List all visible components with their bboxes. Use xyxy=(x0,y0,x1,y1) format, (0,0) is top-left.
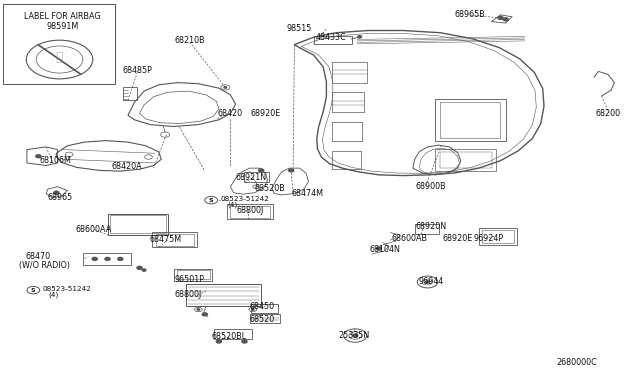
Bar xyxy=(3,4,115,84)
Text: 68600AA: 68600AA xyxy=(76,225,112,234)
Text: 68965: 68965 xyxy=(48,193,73,202)
Circle shape xyxy=(202,313,207,316)
Circle shape xyxy=(137,266,142,269)
Text: 68800J: 68800J xyxy=(174,290,202,299)
Text: (W/O RADIO): (W/O RADIO) xyxy=(19,261,70,270)
Circle shape xyxy=(259,169,264,172)
Bar xyxy=(332,92,364,112)
Text: 98591M: 98591M xyxy=(47,22,79,31)
Bar xyxy=(110,215,166,233)
Text: 68475M: 68475M xyxy=(149,235,181,244)
Text: S: S xyxy=(31,288,36,293)
Text: 68965B: 68965B xyxy=(454,10,485,19)
Bar xyxy=(83,253,131,265)
Bar xyxy=(440,102,500,138)
Bar xyxy=(108,214,168,235)
Bar xyxy=(332,122,362,141)
Text: 68104N: 68104N xyxy=(370,245,401,254)
Text: 68520B: 68520B xyxy=(255,185,285,193)
Text: 68921N: 68921N xyxy=(236,173,267,182)
Circle shape xyxy=(118,257,123,260)
Text: 68520: 68520 xyxy=(250,315,275,324)
Bar xyxy=(230,206,270,218)
Text: 68200: 68200 xyxy=(595,109,620,118)
Text: 68485P: 68485P xyxy=(123,66,153,75)
Circle shape xyxy=(242,340,247,343)
Text: 68106M: 68106M xyxy=(40,156,72,165)
Circle shape xyxy=(36,155,41,158)
Bar xyxy=(250,314,280,323)
Bar xyxy=(227,204,273,219)
Text: 68920E: 68920E xyxy=(443,234,473,243)
Bar xyxy=(123,87,137,100)
Text: LABEL FOR AIRBAG: LABEL FOR AIRBAG xyxy=(24,12,101,21)
Circle shape xyxy=(224,87,227,88)
Text: 68470: 68470 xyxy=(26,252,51,261)
Text: 68520BL: 68520BL xyxy=(211,332,246,341)
Text: 48433C: 48433C xyxy=(316,33,346,42)
Bar xyxy=(244,172,269,182)
Circle shape xyxy=(376,247,381,250)
Text: 25335N: 25335N xyxy=(338,331,369,340)
Bar xyxy=(415,224,439,234)
Bar xyxy=(186,284,261,306)
Circle shape xyxy=(289,169,294,172)
Text: 68800J: 68800J xyxy=(237,206,264,215)
Circle shape xyxy=(503,18,508,21)
Text: 2680000C: 2680000C xyxy=(557,358,598,367)
Bar xyxy=(440,152,492,168)
Bar xyxy=(332,62,367,83)
Bar xyxy=(152,232,197,247)
Text: 96924P: 96924P xyxy=(474,234,504,243)
Text: ⛔: ⛔ xyxy=(56,51,63,64)
Circle shape xyxy=(353,334,358,337)
Text: 68920N: 68920N xyxy=(416,222,447,231)
Text: 96501P: 96501P xyxy=(174,275,204,284)
Text: 08523-51242: 08523-51242 xyxy=(220,196,269,202)
Bar xyxy=(177,270,210,279)
Circle shape xyxy=(54,191,59,194)
Text: 96944: 96944 xyxy=(419,277,444,286)
Text: (4): (4) xyxy=(48,291,58,298)
Circle shape xyxy=(216,340,221,343)
Circle shape xyxy=(105,257,110,260)
Text: 98515: 98515 xyxy=(287,24,312,33)
Text: 68420: 68420 xyxy=(218,109,243,118)
Bar xyxy=(214,329,252,339)
Text: 68900B: 68900B xyxy=(416,182,447,190)
Bar xyxy=(482,230,514,243)
Text: 68474M: 68474M xyxy=(291,189,323,198)
Text: 68420A: 68420A xyxy=(112,162,143,171)
Text: 68210B: 68210B xyxy=(174,36,205,45)
Circle shape xyxy=(197,309,200,310)
Circle shape xyxy=(426,281,429,283)
Text: 68450: 68450 xyxy=(250,302,275,311)
Text: S: S xyxy=(209,198,214,203)
Circle shape xyxy=(498,16,503,19)
Bar xyxy=(251,304,278,313)
Circle shape xyxy=(92,257,97,260)
Circle shape xyxy=(358,36,362,38)
Bar xyxy=(156,234,194,246)
Bar xyxy=(435,149,496,171)
Bar xyxy=(479,228,517,245)
Circle shape xyxy=(142,269,146,271)
Bar xyxy=(332,151,361,169)
Text: 68920E: 68920E xyxy=(251,109,281,118)
Text: 08523-51242: 08523-51242 xyxy=(43,286,92,292)
Bar xyxy=(174,269,212,281)
Circle shape xyxy=(252,309,254,310)
Text: 68600AB: 68600AB xyxy=(392,234,428,243)
Bar xyxy=(314,36,352,44)
Bar xyxy=(435,99,506,141)
Text: (4): (4) xyxy=(227,201,237,208)
